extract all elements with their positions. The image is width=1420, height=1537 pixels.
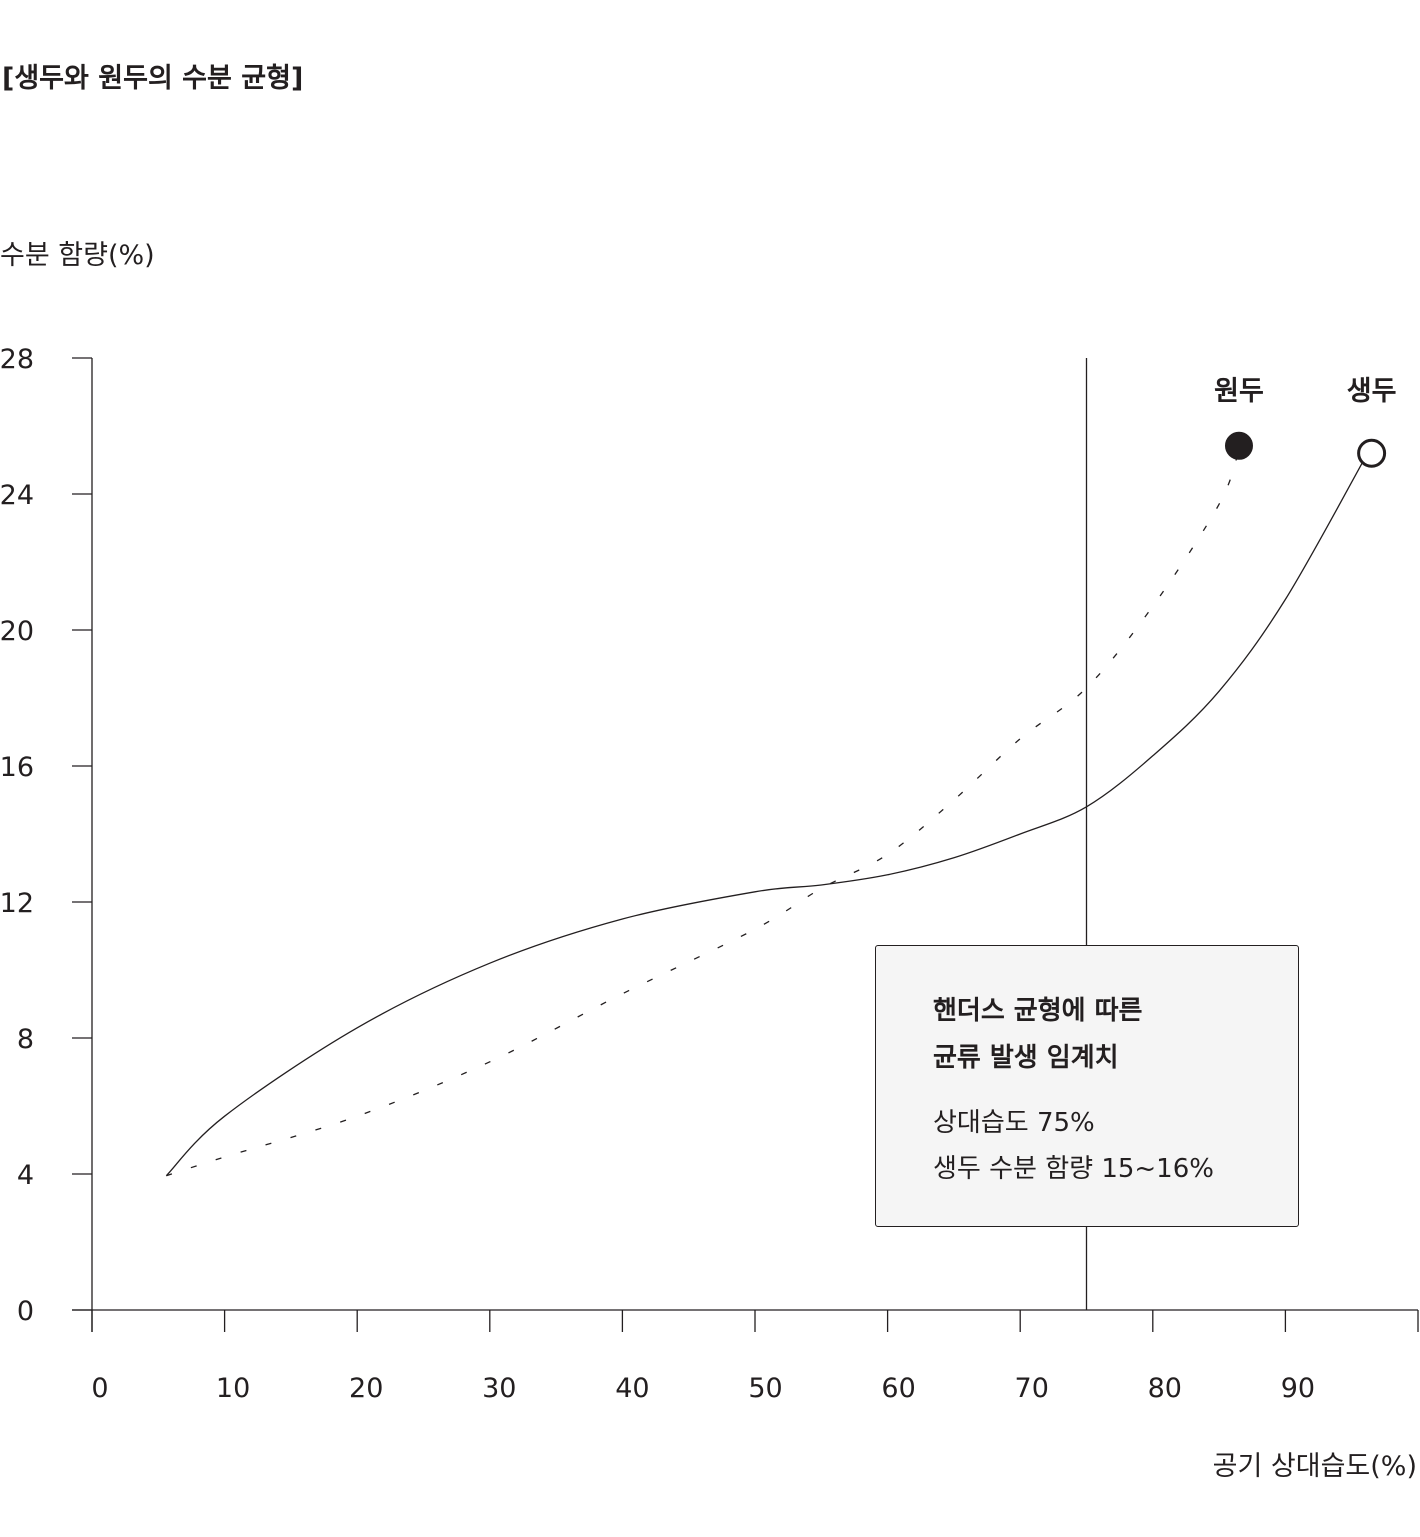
x-tick-label: 50	[748, 1373, 782, 1404]
threshold-annotation-box: 핸더스 균형에 따른 균류 발생 임계치 상대습도 75% 생두 수분 함량 1…	[875, 945, 1299, 1227]
x-tick-label: 70	[1015, 1373, 1049, 1404]
x-tick-label: 0	[91, 1373, 108, 1404]
y-axis-ticks: 0 4 8 12 16 20 24 28	[0, 344, 92, 1327]
series-label-1: 원두	[1214, 376, 1264, 407]
series-line-1	[166, 449, 1240, 1177]
y-tick-label: 4	[17, 1160, 34, 1191]
x-tick-label: 80	[1148, 1373, 1182, 1404]
y-tick-label: 8	[17, 1024, 34, 1055]
x-tick-label: 10	[216, 1373, 250, 1404]
threshold-label-line-1: 핸더스 균형에 따른	[933, 996, 1143, 1026]
threshold-label-line-2: 균류 발생 임계치	[933, 1043, 1119, 1073]
x-tick-label: 90	[1281, 1373, 1315, 1404]
annotation-spacer	[933, 1082, 1298, 1100]
x-axis-title: 공기 상대습도(%)	[1213, 1451, 1417, 1482]
axes	[72, 358, 1418, 1332]
x-tick-label: 60	[881, 1373, 915, 1404]
x-tick-label: 30	[482, 1373, 516, 1404]
y-tick-label: 12	[0, 888, 34, 919]
x-tick-label: 40	[615, 1373, 649, 1404]
series-layer: 원두 생두	[165, 376, 1397, 1177]
x-tick-label: 20	[349, 1373, 383, 1404]
series-end-marker-filled	[1224, 431, 1253, 460]
x-axis-ticks: 0 10 20 30 40 50 60 70 80 90	[91, 1310, 1419, 1404]
threshold-detail-moisture: 생두 수분 함량 15~16%	[933, 1154, 1214, 1184]
y-tick-label: 0	[17, 1296, 34, 1327]
series-label-2: 생두	[1347, 376, 1397, 407]
series-end-marker-open	[1357, 438, 1387, 468]
y-tick-label: 28	[0, 344, 34, 375]
y-axis-title: 수분 함량(%)	[0, 240, 155, 271]
chart-title: [생두와 원두의 수분 균형]	[2, 63, 303, 94]
y-tick-label: 24	[0, 480, 34, 511]
y-tick-label: 16	[0, 752, 34, 783]
series-line-2	[165, 452, 1369, 1177]
threshold-detail-humidity: 상대습도 75%	[933, 1108, 1095, 1138]
y-tick-label: 20	[0, 616, 34, 647]
